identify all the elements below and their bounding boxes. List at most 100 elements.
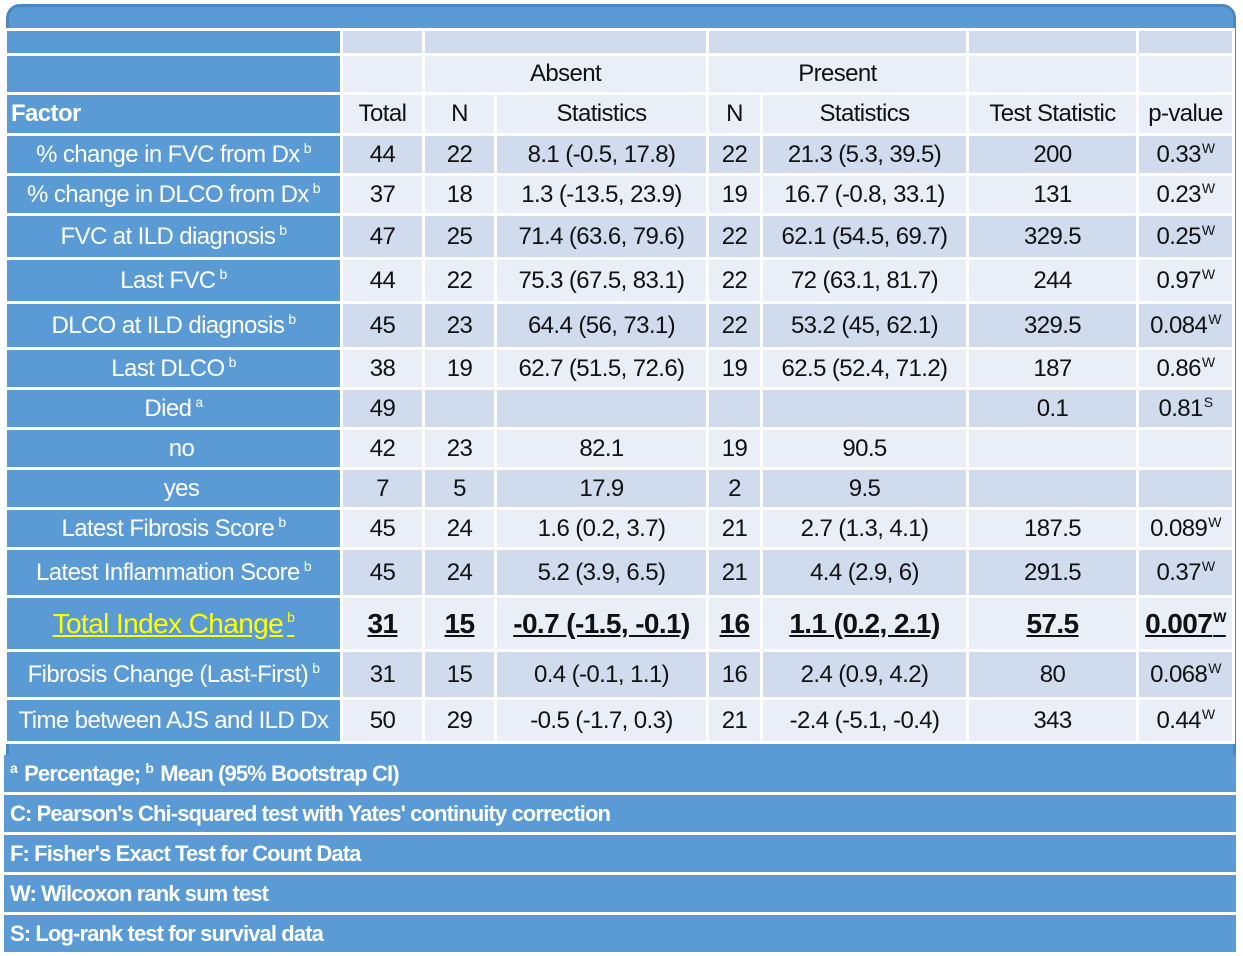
cell-stats-absent: -0.7 (-1.5, -0.1) xyxy=(494,595,709,652)
cell-n-absent: 23 xyxy=(422,427,497,470)
cell-n-present xyxy=(706,387,763,430)
table-row: Fibrosis Change (Last-First) b 31 15 0.4 (-0… xyxy=(4,649,1235,700)
cell-stats-absent xyxy=(494,387,709,430)
cell-stats-absent: 71.4 (63.6, 79.6) xyxy=(494,213,709,260)
cell-stats-present: 90.5 xyxy=(760,427,969,470)
table-row: Latest Fibrosis Score b 45 24 1.6 (0.2, 3.7)… xyxy=(4,507,1235,550)
cell-total: 7 xyxy=(340,467,425,510)
row-factor-label: Died a xyxy=(4,387,343,430)
cell-n-present: 21 xyxy=(706,547,763,598)
cell-stats-present: 53.2 (45, 62.1) xyxy=(760,301,969,350)
cell-p-value xyxy=(1136,427,1235,470)
cell-stats-absent: 1.3 (-13.5, 23.9) xyxy=(494,173,709,216)
cell-n-absent: 23 xyxy=(422,301,497,350)
cell-p-value: 0.37W xyxy=(1136,547,1235,598)
cell-n-present: 16 xyxy=(706,595,763,652)
cell-stats-absent: 1.6 (0.2, 3.7) xyxy=(494,507,709,550)
cell-test-statistic: 244 xyxy=(966,257,1139,304)
row-factor-label: yes xyxy=(4,467,343,510)
cell-total: 45 xyxy=(340,301,425,350)
cell-n-absent: 22 xyxy=(422,257,497,304)
footnotes: a Percentage; b Mean (95% Bootstrap CI) … xyxy=(4,755,1236,955)
cell-n-absent: 22 xyxy=(422,133,497,176)
column-header-factor: Factor xyxy=(4,92,343,136)
cell-stats-present: 9.5 xyxy=(760,467,969,510)
cell-stats-present: 16.7 (-0.8, 33.1) xyxy=(760,173,969,216)
cell-n-present: 16 xyxy=(706,649,763,700)
cell-test-statistic: 291.5 xyxy=(966,547,1139,598)
table-row: Last FVC b 44 22 75.3 (67.5, 83.1) 22 72 (63.1… xyxy=(4,257,1235,304)
column-header-n-absent: N xyxy=(422,92,497,136)
cell-test-statistic: 343 xyxy=(966,697,1139,744)
cell-test-statistic: 187.5 xyxy=(966,507,1139,550)
cell-p-value: 0.25W xyxy=(1136,213,1235,260)
cell-total: 45 xyxy=(340,507,425,550)
table-row: yes 7 5 17.9 2 9.5 xyxy=(4,467,1235,510)
cell-stats-absent: 64.4 (56, 73.1) xyxy=(494,301,709,350)
cell-test-statistic: 200 xyxy=(966,133,1139,176)
cell-stats-present: 1.1 (0.2, 2.1) xyxy=(760,595,969,652)
footnote-superscripts: a Percentage; b Mean (95% Bootstrap CI) xyxy=(4,755,1236,795)
column-header-n-present: N xyxy=(706,92,763,136)
cell-n-present: 2 xyxy=(706,467,763,510)
cell-n-present: 19 xyxy=(706,173,763,216)
row-factor-label: FVC at ILD diagnosis b xyxy=(4,213,343,260)
cell-test-statistic xyxy=(966,467,1139,510)
cell-stats-absent: 8.1 (-0.5, 17.8) xyxy=(494,133,709,176)
cell-n-present: 22 xyxy=(706,301,763,350)
cell-total: 50 xyxy=(340,697,425,744)
cell-p-value: 0.23W xyxy=(1136,173,1235,216)
cell-test-statistic: 131 xyxy=(966,173,1139,216)
cell-test-statistic: 329.5 xyxy=(966,301,1139,350)
cell-n-absent xyxy=(422,387,497,430)
cell-n-absent: 5 xyxy=(422,467,497,510)
cell-total: 31 xyxy=(340,649,425,700)
statistics-table: Absent Present Factor Total N Statistics… xyxy=(4,28,1235,744)
cell-p-value: 0.44W xyxy=(1136,697,1235,744)
row-factor-label: Latest Fibrosis Score b xyxy=(4,507,343,550)
cell-test-statistic: 0.1 xyxy=(966,387,1139,430)
table-body: % change in FVC from Dx b 44 22 8.1 (-0.5, 1… xyxy=(4,133,1235,744)
cell-n-present: 21 xyxy=(706,507,763,550)
row-factor-label: no xyxy=(4,427,343,470)
cell-stats-present: 62.1 (54.5, 69.7) xyxy=(760,213,969,260)
cell-total: 37 xyxy=(340,173,425,216)
cell-stats-present: 72 (63.1, 81.7) xyxy=(760,257,969,304)
cell-total: 38 xyxy=(340,347,425,390)
cell-n-absent: 19 xyxy=(422,347,497,390)
cell-p-value xyxy=(1136,467,1235,510)
row-factor-label: Time between AJS and ILD Dx xyxy=(4,697,343,744)
cell-total: 44 xyxy=(340,257,425,304)
cell-test-statistic xyxy=(966,427,1139,470)
cell-n-absent: 24 xyxy=(422,547,497,598)
cell-n-absent: 15 xyxy=(422,595,497,652)
column-header-row: Factor Total N Statistics N Statistics T… xyxy=(4,92,1235,136)
cell-total: 44 xyxy=(340,133,425,176)
row-factor-label: Total Index Change b xyxy=(4,595,343,652)
cell-n-present: 22 xyxy=(706,213,763,260)
cell-total: 45 xyxy=(340,547,425,598)
cell-n-absent: 15 xyxy=(422,649,497,700)
cell-test-statistic: 57.5 xyxy=(966,595,1139,652)
cell-total: 49 xyxy=(340,387,425,430)
table-row: Latest Inflammation Score b 45 24 5.2 (3.9, … xyxy=(4,547,1235,598)
footnote-c: C: Pearson's Chi-squared test with Yates… xyxy=(4,795,1236,835)
cell-p-value: 0.33W xyxy=(1136,133,1235,176)
cell-n-absent: 24 xyxy=(422,507,497,550)
footnote-w: W: Wilcoxon rank sum test xyxy=(4,875,1236,915)
cell-stats-absent: 75.3 (67.5, 83.1) xyxy=(494,257,709,304)
cell-p-value: 0.007W xyxy=(1136,595,1235,652)
column-header-test-statistic: Test Statistic xyxy=(966,92,1139,136)
cell-n-absent: 29 xyxy=(422,697,497,744)
cell-n-present: 22 xyxy=(706,133,763,176)
cell-stats-present: 2.4 (0.9, 4.2) xyxy=(760,649,969,700)
table-row: % change in DLCO from Dx b 37 18 1.3 (-13.5,… xyxy=(4,173,1235,216)
table-row: Time between AJS and ILD Dx 50 29 -0.5 (-1.… xyxy=(4,697,1235,744)
cell-p-value: 0.97W xyxy=(1136,257,1235,304)
column-header-stats-present: Statistics xyxy=(760,92,969,136)
cell-p-value: 0.81S xyxy=(1136,387,1235,430)
table-row: Total Index Change b 31 15 -0.7 (-1.5, -0.1)… xyxy=(4,595,1235,652)
row-factor-label: Last FVC b xyxy=(4,257,343,304)
cell-stats-present xyxy=(760,387,969,430)
table-row: Died a 49 0.1 0.81S xyxy=(4,387,1235,430)
